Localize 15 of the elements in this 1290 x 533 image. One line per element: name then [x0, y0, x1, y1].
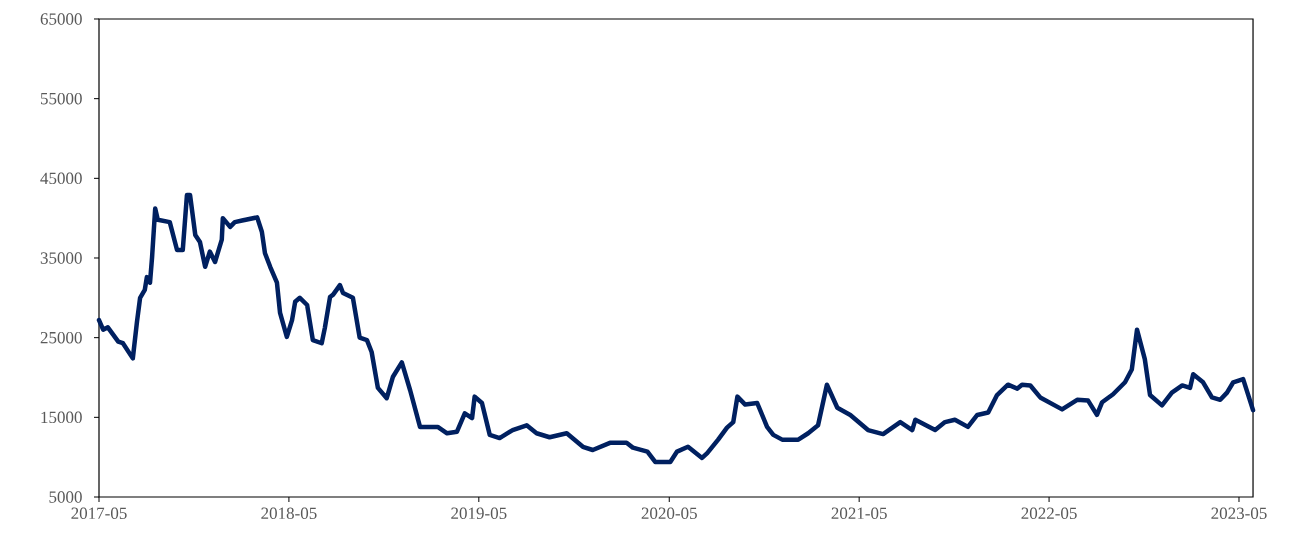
x-tick-label: 2021-05 — [831, 507, 887, 519]
y-tick-label: 25000 — [40, 331, 82, 344]
x-tick-label: 2020-05 — [641, 507, 697, 519]
y-tick-label: 65000 — [40, 13, 82, 25]
x-tick-label: 2022-05 — [1021, 507, 1077, 519]
y-tick-label: 35000 — [40, 252, 82, 264]
x-tick-label: 2023-05 — [1211, 507, 1267, 519]
x-tick-label: 2017-05 — [71, 507, 127, 519]
y-tick-label: 15000 — [41, 411, 82, 424]
x-tick-label: 2019-05 — [451, 507, 507, 519]
line-series — [96, 192, 1256, 465]
y-tick-label: 5000 — [49, 491, 82, 503]
x-tick-label: 2018-05 — [261, 507, 317, 519]
y-tick-label: 55000 — [40, 92, 82, 105]
y-tick-label: 45000 — [40, 172, 82, 185]
